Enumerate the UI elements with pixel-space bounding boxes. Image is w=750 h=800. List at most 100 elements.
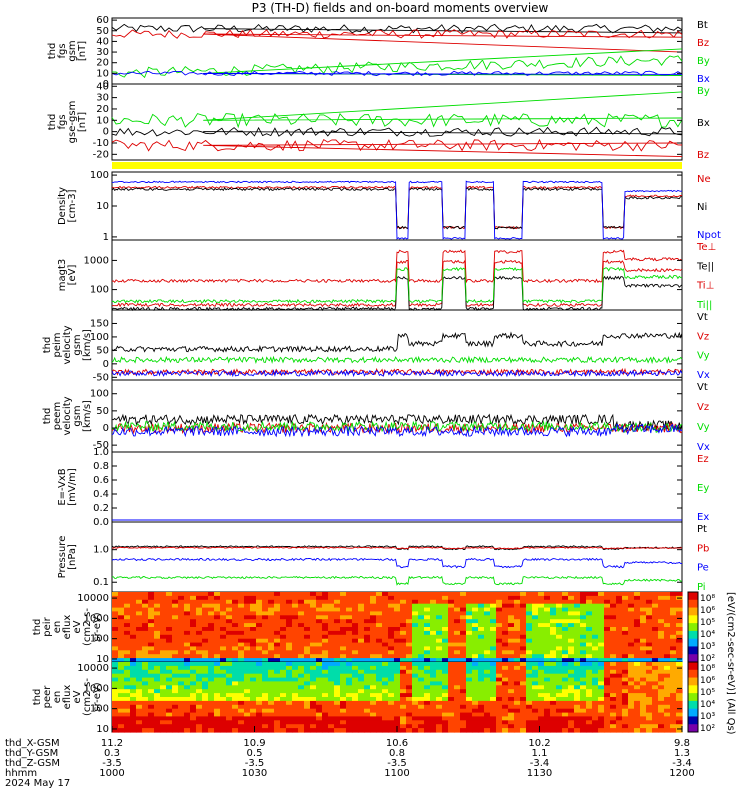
spectrogram-cell (160, 599, 167, 605)
spectrogram-cell (238, 662, 245, 667)
spectrogram-cell (280, 615, 287, 620)
spectrogram-cell (640, 607, 647, 613)
spectrogram-cell (586, 665, 593, 671)
spectrogram-cell (232, 603, 239, 609)
spectrogram-cell (520, 638, 527, 644)
spectrogram-cell (286, 689, 293, 694)
axis-row-value: -3.4 (530, 758, 550, 769)
y-axis-label-line: velocity (62, 396, 73, 435)
spectrogram-cell (658, 658, 665, 663)
spectrogram-cell (520, 704, 527, 710)
spectrogram-cell (208, 697, 215, 702)
spectrogram-cell (580, 669, 587, 675)
spectrogram-cell (604, 607, 611, 613)
spectrogram-cell (436, 665, 443, 671)
spectrogram-cell (640, 595, 647, 601)
spectrogram-cell (286, 646, 293, 651)
axis-row-value: 0.5 (247, 748, 263, 759)
spectrogram-cell (364, 611, 371, 616)
spectrogram-cell (352, 623, 359, 628)
spectrogram-cell (520, 623, 527, 628)
spectrogram-cell (250, 611, 257, 616)
spectrogram-cell (418, 724, 425, 729)
spectrogram-cell (124, 627, 131, 632)
spectrogram-cell (250, 642, 257, 648)
spectrogram-cell (640, 665, 647, 671)
axis-row-value: 1100 (384, 768, 409, 779)
spectrogram-cell (376, 607, 383, 613)
spectrogram-cell (346, 708, 353, 714)
spectrogram-cell (598, 704, 605, 710)
spectrogram-cell (526, 716, 533, 721)
spectrogram-cell (604, 599, 611, 605)
spectrogram-cell (424, 669, 431, 675)
y-axis-label-line: velocity (62, 325, 73, 364)
spectrogram-cell (658, 619, 665, 624)
spectrogram-cell (658, 681, 665, 686)
spectrogram-cell (622, 595, 629, 601)
spectrogram-cell (652, 712, 659, 718)
spectrogram-cell (550, 630, 557, 636)
spectrogram-cell (580, 716, 587, 721)
spectrogram-cell (208, 700, 215, 706)
spectrogram-cell (454, 669, 461, 675)
spectrogram-cell (346, 697, 353, 702)
spectrogram-cell (394, 677, 401, 683)
spectrogram-cell (550, 697, 557, 702)
spectrogram-cell (562, 665, 569, 671)
spectrogram-cell (652, 662, 659, 667)
spectrogram-cell (466, 720, 473, 725)
spectrogram-cell (358, 595, 365, 601)
spectrogram-cell (484, 642, 491, 648)
spectrogram-cell (664, 646, 671, 651)
spectrogram-cell (496, 716, 503, 721)
spectrogram-cell (394, 650, 401, 655)
spectrogram-cell (316, 619, 323, 624)
spectrogram-cell (328, 634, 335, 640)
spectrogram-cell (526, 654, 533, 659)
spectrogram-cell (358, 650, 365, 655)
series-line-Vt (111, 331, 683, 353)
spectrogram-cell (460, 716, 467, 721)
spectrogram-cell (202, 662, 209, 667)
spectrogram-cell (544, 627, 551, 632)
spectrogram-cell (616, 615, 623, 620)
spectrogram-cell (376, 634, 383, 640)
spectrogram-cell (334, 693, 341, 698)
spectrogram-cell (400, 603, 407, 609)
spectrogram-cell (526, 724, 533, 729)
spectrogram-cell (160, 716, 167, 721)
spectrogram-cell (502, 712, 509, 718)
spectrogram-cell (280, 669, 287, 675)
spectrogram-cell (628, 665, 635, 671)
spectrogram-cell (220, 724, 227, 729)
y-axis-label-line: eV (72, 620, 83, 633)
spectrogram-cell (160, 658, 167, 663)
spectrogram-cell (298, 704, 305, 710)
spectrogram-cell (178, 654, 185, 659)
spectrogram-cell (124, 681, 131, 686)
spectrogram-cell (274, 595, 281, 601)
spectrogram-cell (202, 630, 209, 636)
y-axis-label-line: (cm2-s- (82, 678, 93, 716)
spectrogram-cell (268, 592, 275, 597)
spectrogram-cell (568, 599, 575, 605)
spectrogram-cell (322, 665, 329, 671)
axis-row-value: 10.6 (386, 738, 408, 749)
spectrogram-cell (658, 720, 665, 725)
spectrogram-cell (166, 669, 173, 675)
spectrogram-cell (478, 592, 485, 597)
spectrogram-cell (286, 662, 293, 667)
spectrogram-cell (250, 673, 257, 679)
date-label: 2024 May 17 (5, 778, 70, 789)
spectrogram-cell (550, 627, 557, 632)
spectrogram-cell (334, 681, 341, 686)
legend-Vt: Vt (697, 382, 708, 393)
spectrogram-cell (334, 627, 341, 632)
spectrogram-cell (304, 662, 311, 667)
spectrogram-cell (448, 650, 455, 655)
spectrogram-cell (238, 677, 245, 683)
spectrogram-cell (466, 634, 473, 640)
spectrogram-cell (364, 665, 371, 671)
spectrogram-cell (670, 607, 677, 613)
